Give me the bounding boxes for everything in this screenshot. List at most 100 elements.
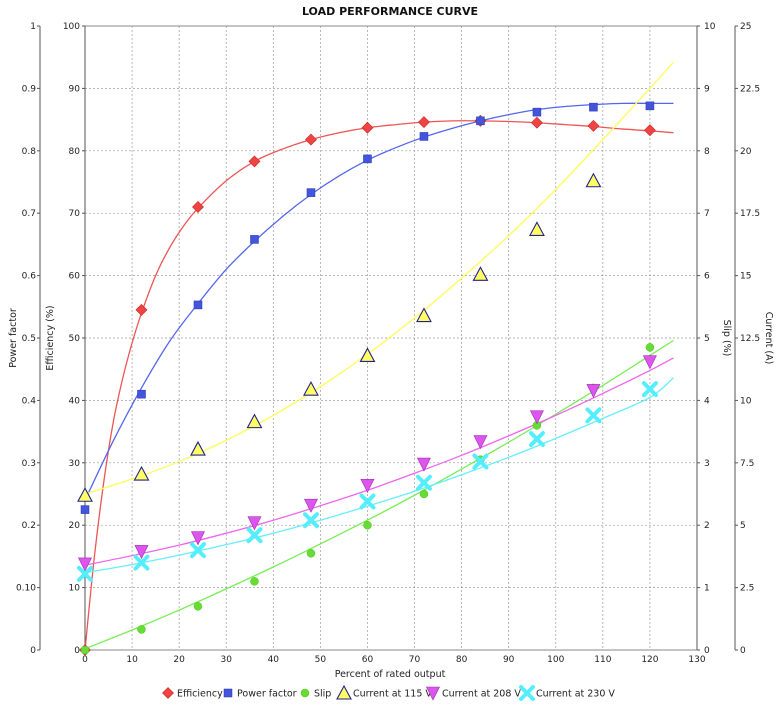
cur-axis-label: Current (A) <box>763 312 774 365</box>
pf-tick-label: 0.4 <box>22 396 37 406</box>
slip-point <box>80 645 90 655</box>
legend-item-current-at-230-v: Current at 230 V <box>519 685 615 701</box>
current-at-115-v-point <box>190 440 206 456</box>
current-at-230-v-point-stroke <box>77 565 93 582</box>
power-factor-point <box>80 505 90 514</box>
current-at-230-v-point-stroke <box>359 493 376 510</box>
current-at-230-v-point-stroke <box>302 512 319 529</box>
legend-swatch-current-at-115-v <box>336 684 352 700</box>
pf-axis-label: Power factor <box>8 308 19 368</box>
legend-label-current-at-115-v: Current at 115 V <box>353 689 432 700</box>
legend-swatch-slip <box>300 688 310 698</box>
power-factor-fit-line <box>84 102 674 501</box>
x-tick-label: 60 <box>362 655 374 665</box>
eff-tick-label: 30 <box>69 459 81 469</box>
current-at-115-v-fit-line <box>84 61 674 495</box>
legend: Efficiency Power factor Slip Current at 115… <box>162 684 615 701</box>
efficiency-point <box>248 155 261 168</box>
power-factor-point <box>363 154 372 164</box>
eff-tick-label: 50 <box>69 334 81 344</box>
current-at-115-v-point <box>416 307 432 323</box>
power-factor-point <box>645 101 655 111</box>
current-at-230-v-point-stroke <box>246 527 263 544</box>
current-at-230-v-point-stroke <box>528 431 545 448</box>
power-factor-point <box>250 235 259 244</box>
eff-axis-label: Efficiency (%) <box>45 305 56 370</box>
slip-tick-label: 1 <box>704 584 710 594</box>
current-at-208-v-point <box>78 557 92 572</box>
slip-tick-label: 4 <box>704 396 710 406</box>
pf-tick-label: 0.8 <box>22 147 37 157</box>
current-at-230-v-point <box>359 493 376 510</box>
cur-tick-label: 2.5 <box>740 584 754 594</box>
legend-swatch-current-at-208-v <box>426 686 440 701</box>
slip-point <box>645 343 655 352</box>
eff-tick-label: 90 <box>69 84 81 94</box>
efficiency-point <box>587 119 600 132</box>
slip-tick-label: 5 <box>704 334 710 344</box>
slip-tick-label: 9 <box>704 84 710 94</box>
x-tick-label: 40 <box>268 655 280 665</box>
power-factor-point <box>532 107 542 117</box>
slip-axis-label: Slip (%) <box>721 320 732 357</box>
current-at-208-v-point <box>416 457 431 472</box>
cur-tick-label: 22.5 <box>740 84 760 94</box>
efficiency-point <box>643 124 656 137</box>
slip-point <box>419 489 429 499</box>
efficiency-point <box>305 133 317 146</box>
x-tick-label: 110 <box>594 655 611 665</box>
power-factor-point <box>476 116 485 126</box>
x-tick-label: 70 <box>409 655 421 665</box>
slip-point <box>137 625 146 634</box>
legend-item-power-factor: Power factor <box>223 689 297 700</box>
current-at-115-v-point <box>246 413 263 429</box>
efficiency-point <box>418 116 430 129</box>
cur-tick-label: 17.5 <box>740 209 760 219</box>
cur-tick-label: 12.5 <box>740 334 760 344</box>
power-factor-point <box>193 300 203 310</box>
legend-item-current-at-208-v: Current at 208 V <box>426 686 521 701</box>
current-at-230-v-point <box>641 381 658 398</box>
pf-tick-label: 0.9 <box>22 84 37 94</box>
x-tick-label: 20 <box>173 655 185 665</box>
current-at-208-v-point <box>190 531 205 546</box>
current-at-230-v-point <box>77 565 93 582</box>
legend-label-current-at-208-v: Current at 208 V <box>442 689 521 700</box>
legend-label-power-factor: Power factor <box>237 689 297 700</box>
x-axis-label: Percent of rated output <box>335 669 446 680</box>
slip-tick-label: 6 <box>704 272 710 282</box>
efficiency-point <box>135 303 148 316</box>
current-at-230-v-point-stroke <box>585 407 602 424</box>
legend-label-slip: Slip <box>314 689 331 700</box>
slip-point <box>193 602 203 611</box>
cur-tick-label: 7.5 <box>740 459 754 469</box>
eff-tick-label: 20 <box>69 521 81 531</box>
slip-tick-label: 3 <box>704 459 710 469</box>
legend-swatch-current-at-230-v <box>519 685 535 701</box>
eff-tick-label: 100 <box>63 22 80 32</box>
current-at-230-v-point-stroke <box>472 453 489 470</box>
legend-item-slip: Slip <box>300 688 331 700</box>
data-markers <box>77 101 658 656</box>
cur-tick-label: 20 <box>740 147 752 157</box>
current-at-208-v-point <box>586 384 601 399</box>
current-at-230-v-point <box>246 527 263 544</box>
pf-tick-label: 1 <box>30 22 36 32</box>
pf-tick-label: 0.7 <box>22 209 36 219</box>
slip-tick-label: 10 <box>704 22 716 32</box>
current-at-115-v-point <box>133 465 150 481</box>
x-tick-label: 100 <box>547 655 564 665</box>
current-at-208-v-point <box>247 516 262 531</box>
eff-tick-label: 70 <box>69 209 81 219</box>
slip-point <box>363 520 372 530</box>
current-at-230-v-point <box>472 453 489 470</box>
grid <box>84 25 698 651</box>
power-factor-point <box>419 132 429 141</box>
pf-tick-label: 0.10 <box>16 584 36 594</box>
legend-label-current-at-230-v: Current at 230 V <box>536 689 615 700</box>
current-at-230-v-point-stroke <box>133 554 150 571</box>
current-at-115-v-point <box>77 487 93 502</box>
eff-tick-label: 40 <box>69 396 81 406</box>
cur-tick-label: 0 <box>740 646 746 656</box>
